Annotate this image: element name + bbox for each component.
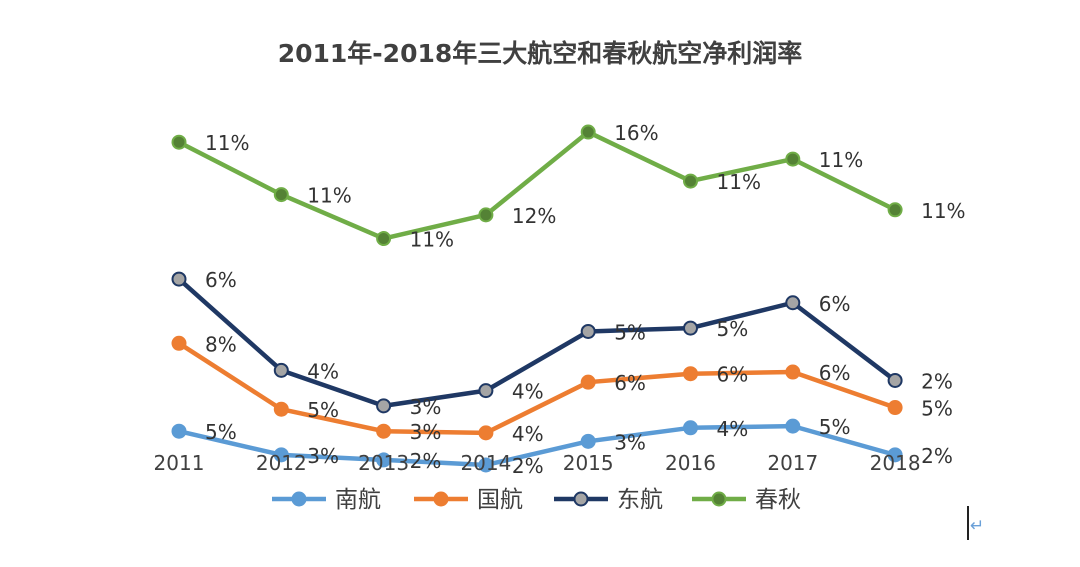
series-line-1 — [178, 423, 896, 468]
data-point — [683, 173, 698, 189]
data-label: 3% — [307, 444, 339, 468]
legend-item: 国航 — [414, 487, 523, 513]
data-point — [478, 383, 494, 399]
data-point — [785, 418, 801, 434]
data-label: 2% — [512, 454, 544, 478]
data-point — [580, 124, 596, 140]
data-label: 5% — [819, 415, 851, 439]
data-point — [273, 401, 289, 417]
data-label: 5% — [921, 397, 953, 421]
data-point — [683, 366, 698, 382]
data-point — [785, 151, 801, 167]
data-label: 5% — [307, 398, 339, 422]
legend-marker-swatch — [711, 491, 727, 507]
series-line-3 — [177, 277, 897, 409]
data-label: 3% — [410, 420, 442, 444]
legend-label: 南航 — [335, 487, 381, 513]
data-label: 6% — [205, 268, 237, 292]
x-tick-label: 2012 — [256, 451, 307, 475]
data-label: 4% — [307, 359, 339, 383]
data-label: 11% — [307, 184, 351, 208]
data-point — [376, 231, 392, 247]
series-line-4 — [177, 129, 897, 241]
data-label: 12% — [512, 204, 556, 228]
data-point — [273, 447, 289, 463]
data-label: 6% — [614, 371, 646, 395]
legend-marker-swatch — [573, 491, 589, 507]
legend-label: 春秋 — [755, 487, 801, 513]
data-label: 6% — [819, 292, 851, 316]
data-point — [478, 457, 494, 473]
data-label: 4% — [512, 422, 544, 446]
legend-marker-swatch — [291, 491, 307, 507]
data-labels: 5% 3% 2% 2% 3% 4% 5% 2% 8% 5% 3% 4% 6% 6% 6% 5% 6% 4% 3% 4%… — [205, 121, 966, 478]
data-label: 4% — [717, 417, 749, 441]
data-label: 2% — [921, 369, 953, 393]
data-label: 3% — [614, 430, 646, 454]
series-line-2 — [177, 341, 896, 436]
data-point — [273, 187, 289, 203]
series-markers — [171, 124, 903, 473]
data-label: 11% — [205, 131, 249, 155]
data-label: 5% — [614, 320, 646, 344]
data-point — [171, 423, 187, 439]
data-label: 11% — [921, 199, 965, 223]
legend-item: 春秋 — [692, 487, 801, 513]
data-label: 11% — [819, 148, 863, 172]
paragraph-return-icon: ↵ — [970, 516, 985, 536]
data-point — [683, 320, 698, 336]
data-label: 5% — [205, 420, 237, 444]
data-label: 5% — [717, 317, 749, 341]
data-point — [478, 207, 494, 223]
legend-label: 东航 — [617, 487, 663, 513]
data-label: 2% — [410, 449, 442, 473]
x-tick-label: 2017 — [767, 451, 818, 475]
legend-item: 东航 — [554, 487, 663, 513]
data-point — [171, 271, 187, 287]
data-label: 6% — [717, 363, 749, 387]
data-label: 4% — [512, 380, 544, 404]
legend-item: 南航 — [272, 487, 381, 513]
data-point — [376, 452, 392, 468]
data-point — [887, 202, 903, 218]
data-label: 8% — [205, 332, 237, 356]
data-label: 11% — [717, 170, 761, 194]
x-tick-label: 2013 — [358, 451, 409, 475]
x-tick-label: 2014 — [460, 451, 511, 475]
data-point — [683, 420, 698, 436]
data-point — [376, 398, 392, 414]
data-label: 3% — [410, 395, 442, 419]
x-tick-label: 2018 — [870, 451, 921, 475]
x-tick-label: 2016 — [665, 451, 716, 475]
legend-marker-swatch — [433, 491, 449, 507]
data-point — [171, 134, 187, 150]
text-cursor — [967, 506, 969, 540]
data-label: 11% — [410, 228, 454, 252]
legend-label: 国航 — [477, 487, 523, 513]
chart-title: 2011年-2018年三大航空和春秋航空净利润率 — [277, 39, 803, 68]
x-tick-label: 2011 — [154, 451, 205, 475]
data-point — [273, 362, 289, 378]
series-lines — [177, 129, 897, 468]
data-point — [785, 364, 801, 380]
data-point — [887, 372, 903, 388]
data-label: 2% — [921, 444, 953, 468]
data-point — [171, 335, 187, 351]
legend: 南航 国航 东航 春秋 — [272, 487, 801, 513]
data-label: 6% — [819, 361, 851, 385]
data-point — [478, 425, 494, 441]
x-tick-label: 2015 — [563, 451, 614, 475]
x-axis-tick-labels: 2011 2012 2013 2014 2015 2016 2017 2018 — [154, 451, 921, 475]
data-point — [580, 433, 596, 449]
data-point — [887, 447, 903, 463]
data-point — [580, 323, 596, 339]
data-point — [887, 400, 903, 416]
data-label: 16% — [614, 121, 658, 145]
data-point — [580, 374, 596, 390]
data-point — [376, 423, 392, 439]
data-point — [785, 295, 801, 311]
